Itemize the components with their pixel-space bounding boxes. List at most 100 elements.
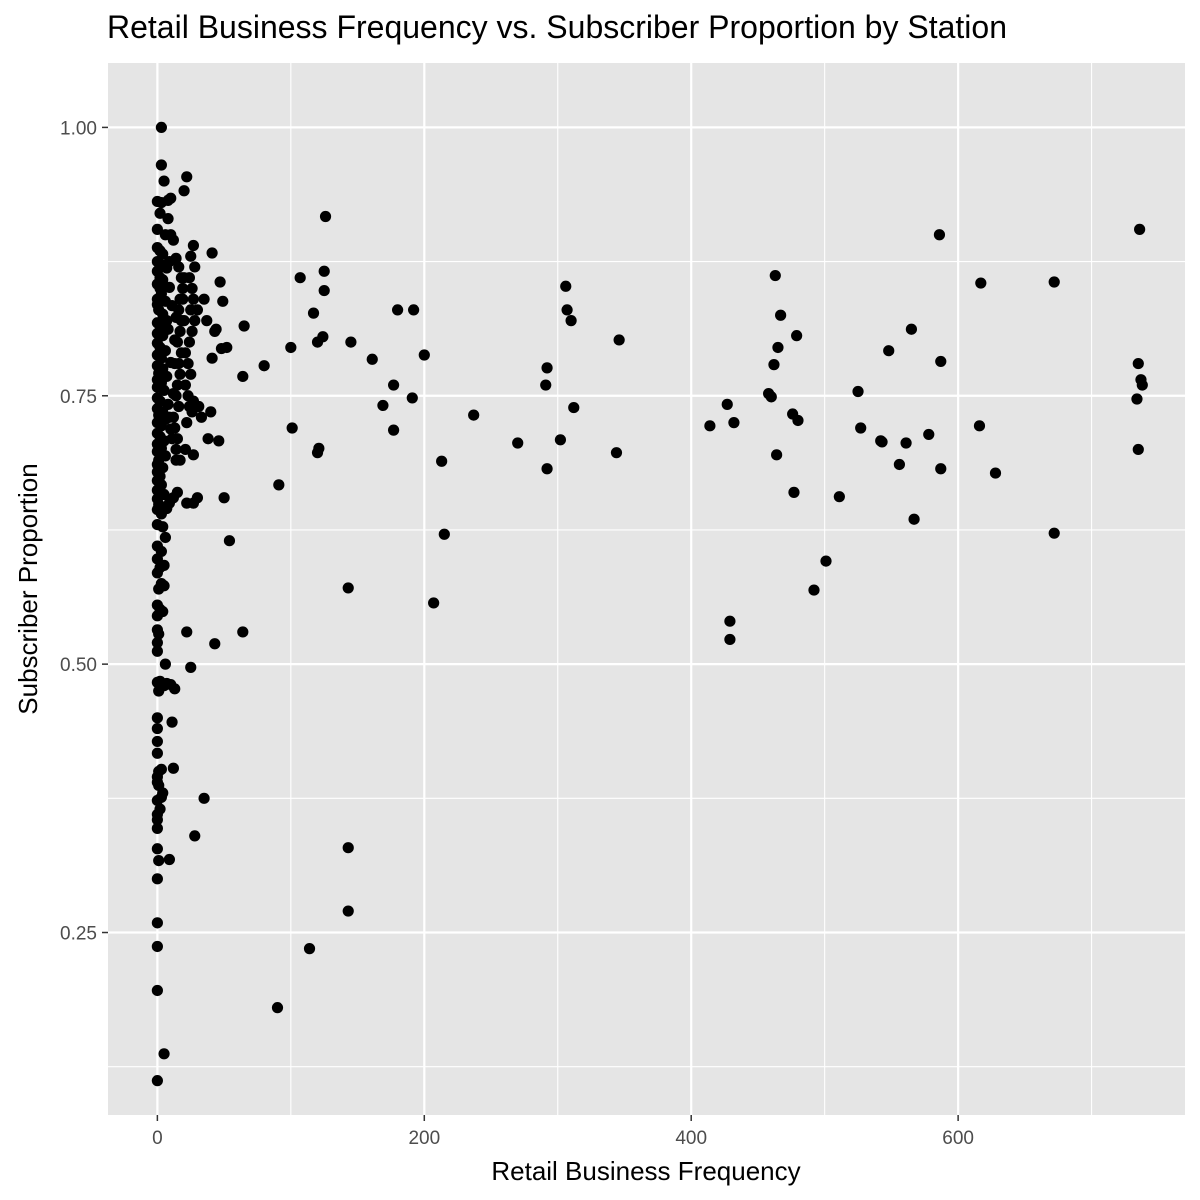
data-point (177, 282, 189, 295)
data-point (808, 584, 820, 596)
data-point (318, 284, 330, 297)
data-point (317, 331, 329, 343)
data-point (189, 261, 201, 273)
data-point (167, 762, 179, 774)
y-axis-label: Subscriber Proportion (13, 463, 43, 714)
data-point (151, 984, 163, 997)
data-point (217, 295, 229, 307)
chart-title: Retail Business Frequency vs. Subscriber… (107, 9, 1007, 45)
data-point (923, 428, 935, 441)
data-point (820, 555, 832, 567)
data-point (158, 325, 170, 337)
data-point (933, 229, 946, 241)
data-point (769, 269, 781, 282)
data-point (792, 414, 804, 427)
data-point (182, 357, 194, 370)
data-point (883, 345, 895, 357)
data-point (183, 336, 196, 348)
data-point (771, 449, 783, 461)
data-point (169, 422, 181, 434)
x-axis: 0 200 400 600 (152, 1115, 974, 1149)
data-point (772, 341, 784, 354)
data-point (876, 436, 888, 448)
data-point (157, 521, 169, 533)
data-points (151, 121, 1148, 1087)
data-point (209, 638, 221, 650)
data-point (565, 315, 577, 327)
data-point (151, 940, 163, 953)
data-point (728, 417, 740, 429)
data-point (237, 626, 249, 638)
data-point (151, 722, 163, 735)
minor-gridlines (108, 63, 1185, 1115)
data-point (151, 747, 163, 759)
y-tick-label: 0.25 (60, 924, 97, 945)
data-point (153, 628, 165, 640)
data-point (436, 455, 448, 467)
data-point (1136, 379, 1148, 391)
data-point (775, 309, 787, 321)
data-point (613, 334, 625, 346)
data-point (387, 379, 400, 391)
data-point (560, 280, 572, 292)
data-point (908, 513, 920, 525)
x-tick-label: 200 (408, 1128, 440, 1149)
data-point (724, 633, 736, 646)
data-point (159, 658, 171, 670)
data-point (158, 384, 170, 397)
data-point (540, 379, 552, 391)
data-point (163, 281, 175, 293)
data-point (165, 229, 177, 241)
x-tick-label: 600 (942, 1128, 974, 1149)
data-point (181, 417, 193, 429)
data-point (169, 357, 181, 370)
data-point (852, 385, 864, 398)
x-tick-label: 400 (675, 1128, 707, 1149)
data-point (768, 359, 780, 371)
data-point (221, 341, 233, 354)
data-point (318, 265, 330, 277)
data-point (166, 716, 178, 728)
data-point (179, 347, 192, 359)
data-point (905, 323, 918, 335)
data-point (170, 454, 182, 466)
data-point (189, 315, 201, 327)
data-point (151, 814, 163, 826)
data-point (855, 422, 867, 434)
data-point (161, 502, 173, 515)
data-point (163, 853, 175, 866)
data-point (342, 905, 354, 917)
data-point (178, 185, 190, 197)
y-tick-label: 0.75 (60, 387, 97, 408)
data-point (163, 411, 175, 423)
data-point (151, 298, 163, 311)
data-point (151, 645, 163, 657)
data-point (610, 447, 623, 459)
data-point (166, 433, 178, 445)
data-point (237, 370, 249, 383)
data-point (935, 463, 947, 475)
data-point (151, 822, 163, 834)
data-point (765, 391, 777, 403)
data-point (303, 943, 316, 955)
data-point (187, 449, 200, 461)
data-point (833, 491, 845, 503)
data-point (342, 582, 354, 594)
data-point (366, 353, 378, 365)
data-point (468, 409, 480, 421)
data-point (213, 435, 225, 447)
data-point (206, 352, 218, 364)
data-point (195, 411, 208, 423)
data-point (724, 615, 736, 627)
data-point (153, 854, 165, 867)
data-point (187, 239, 200, 252)
data-point (191, 304, 204, 316)
data-point (171, 336, 183, 348)
data-point (561, 304, 573, 316)
data-point (185, 661, 197, 673)
data-point (178, 272, 190, 284)
data-point (158, 559, 170, 571)
data-point (179, 443, 192, 456)
data-point (973, 420, 986, 432)
data-point (201, 315, 213, 327)
